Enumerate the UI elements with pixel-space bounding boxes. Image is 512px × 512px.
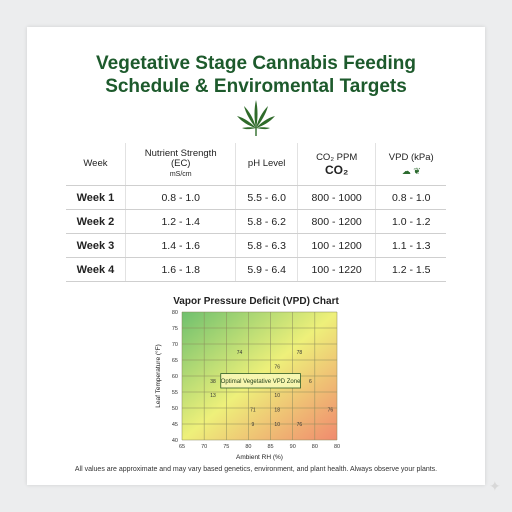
optimal-zone-box (220, 373, 301, 389)
x-tick-label: 80 (334, 444, 340, 450)
cannabis-leaf-icon (237, 100, 275, 136)
table-header-row: Week Nutrient Strength (EC) mS/cm pH Lev… (66, 143, 446, 186)
cell-label: 38 (210, 379, 216, 385)
ec-cell: 1.6 - 1.8 (124, 257, 236, 282)
x-tick-label: 65 (179, 444, 185, 450)
x-tick-label: 70 (201, 444, 207, 450)
header-ec-unit: mS/cm (169, 170, 192, 178)
y-tick-label: 40 (172, 438, 178, 444)
cell-label: 13 (210, 393, 216, 399)
header-co2: CO₂ PPM CO₂ (296, 143, 376, 186)
co2-cell: 800 - 1000 (296, 185, 376, 210)
x-tick-label: 80 (312, 444, 318, 450)
ph-cell: 5.8 - 6.3 (235, 233, 298, 258)
page-title: Vegetative Stage Cannabis Feeding Schedu… (0, 52, 512, 98)
title-line-1: Vegetative Stage Cannabis Feeding (96, 53, 416, 74)
co2-cell: 100 - 1220 (296, 257, 376, 282)
table-row: Week 4 1.6 - 1.8 5.9 - 6.4 100 - 1220 1.… (66, 257, 446, 282)
cell-labels: 74 78 76 38 6 13 10 71 18 76 9 10 76 (210, 350, 333, 428)
y-tick-label: 65 (172, 358, 178, 364)
cell-label: 10 (274, 422, 280, 428)
optimal-zone-label: Optimal Vegetative VPD Zone (221, 379, 301, 385)
vpd-cell: 0.8 - 1.0 (375, 185, 446, 210)
footer-note: All values are approximate and may vary … (74, 466, 438, 473)
y-tick-label: 50 (172, 406, 178, 412)
y-axis-label: Leaf Temperature (°F) (154, 344, 162, 408)
x-axis-label: Ambient RH (%) (236, 454, 283, 461)
cell-label: 76 (328, 408, 334, 414)
x-tick-label: 85 (268, 444, 274, 450)
vpd-cell: 1.2 - 1.5 (375, 257, 446, 282)
y-tick-label: 60 (172, 374, 178, 380)
ec-cell: 0.8 - 1.0 (124, 185, 236, 210)
cell-label: 76 (297, 422, 303, 428)
week-cell: Week 4 (66, 257, 126, 282)
table-row: Week 1 0.8 - 1.0 5.5 - 6.0 800 - 1000 0.… (66, 185, 446, 210)
ph-cell: 5.5 - 6.0 (235, 185, 298, 210)
cell-label: 78 (297, 350, 303, 356)
co2-cell: 800 - 1200 (296, 209, 376, 234)
header-ec-line2: (EC) (170, 157, 191, 169)
ph-cell: 5.8 - 6.2 (235, 209, 298, 234)
y-tick-label: 55 (172, 390, 178, 396)
grid-lines (181, 311, 338, 441)
x-tick-labels: 65 70 75 80 85 90 80 80 (179, 444, 340, 450)
optimal-zone: Optimal Vegetative VPD Zone (220, 373, 301, 389)
cell-label: 9 (251, 422, 254, 428)
cell-label: 10 (274, 393, 280, 399)
header-week: Week (66, 143, 126, 186)
week-cell: Week 1 (66, 185, 126, 210)
cell-label: 18 (274, 408, 280, 414)
y-tick-label: 75 (172, 326, 178, 332)
ph-cell: 5.9 - 6.4 (235, 257, 298, 282)
ec-cell: 1.2 - 1.4 (124, 209, 236, 234)
week-cell: Week 2 (66, 209, 126, 234)
header-vpd: VPD (kPa) ☁ ❦ (375, 143, 446, 186)
table-row: Week 3 1.4 - 1.6 5.8 - 6.3 100 - 1200 1.… (66, 233, 446, 258)
vpd-chart: 65 70 75 80 85 90 80 80 80 75 70 65 60 55 50 45 40 74 78… (154, 310, 340, 461)
feeding-table: Week Nutrient Strength (EC) mS/cm pH Lev… (66, 143, 446, 282)
cell-label: 6 (309, 379, 312, 385)
x-tick-label: 75 (223, 444, 229, 450)
header-ph: pH Level (235, 143, 298, 186)
cell-label: 76 (274, 364, 280, 370)
co2-cell: 100 - 1200 (296, 233, 376, 258)
week-cell: Week 3 (66, 233, 126, 258)
sparkle-icon: ✦ (489, 478, 501, 494)
co2-cloud-icon: ☁ (401, 165, 411, 176)
cell-label: 71 (250, 408, 256, 414)
header-ec: Nutrient Strength (EC) mS/cm (124, 143, 236, 186)
x-tick-label: 90 (290, 444, 296, 450)
table-row: Week 2 1.2 - 1.4 5.8 - 6.2 800 - 1200 1.… (66, 209, 446, 234)
y-tick-label: 80 (172, 310, 178, 316)
title-line-2: Schedule & Enviromental Targets (105, 76, 407, 97)
x-tick-label: 80 (245, 444, 251, 450)
header-ec-line1: Nutrient Strength (144, 147, 217, 159)
vpd-cell: 1.1 - 1.3 (375, 233, 446, 258)
ec-cell: 1.4 - 1.6 (124, 233, 236, 258)
y-tick-label: 45 (172, 422, 178, 428)
chart-title: Vapor Pressure Deficit (VPD) Chart (173, 296, 339, 307)
co2-symbol: CO₂ (324, 163, 349, 177)
y-tick-labels: 80 75 70 65 60 55 50 45 40 (172, 310, 178, 444)
leaf-icon: ❦ (413, 165, 421, 176)
header-co2-label: CO₂ PPM (316, 152, 358, 163)
header-vpd-label: VPD (kPa) (388, 151, 434, 163)
cell-label: 74 (237, 350, 243, 356)
y-tick-label: 70 (172, 342, 178, 348)
vpd-cell: 1.0 - 1.2 (375, 209, 446, 234)
